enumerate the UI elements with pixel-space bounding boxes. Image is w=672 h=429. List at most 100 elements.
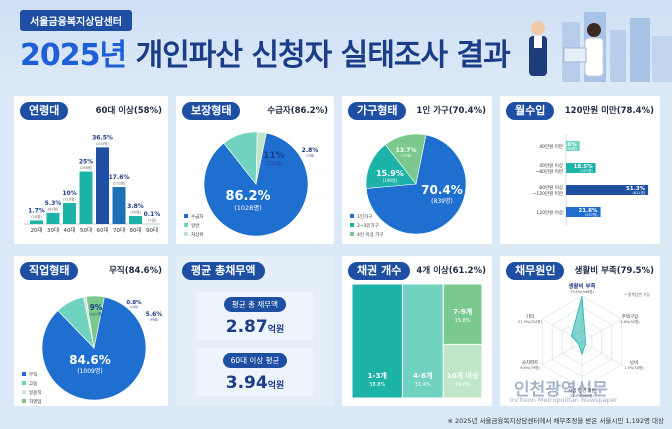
panel-creditors-note: 4개 이상(61.2%) xyxy=(416,266,486,276)
debt-60s-label: 60대 이상 평균 xyxy=(222,353,288,368)
age-bar xyxy=(46,212,60,224)
cause-axis xyxy=(542,341,583,366)
income-bar xyxy=(566,141,580,151)
title-year: 2025년 xyxy=(20,38,127,73)
guarantee-legend-label: 일반 xyxy=(191,222,199,229)
panel-income-title: 월수입 xyxy=(506,102,555,120)
cause-note: * 중복답변 가능 xyxy=(625,292,651,297)
cause-value-label: 6.6%(79명) xyxy=(520,365,540,370)
panel-household: 가구형태 1인 가구(70.4%) 70.4% (839명) 1인가구 15.9% (1… xyxy=(342,96,492,244)
age-bar xyxy=(30,220,43,224)
panel-creditors-title: 채권 개수 xyxy=(348,262,411,280)
job-count-label: (66명) xyxy=(150,317,159,322)
header-banner: 서울금융복지상담센터 2025년 개인파산 신청자 실태조사 결과 xyxy=(0,0,672,82)
guarantee-count-label: (131명) xyxy=(266,160,282,167)
age-value-label: 5.3% xyxy=(45,200,62,207)
income-category-label: 40만원 미만 xyxy=(539,143,563,150)
job-count-label: (10명) xyxy=(130,305,138,309)
job-value-label: 84.6% xyxy=(69,353,111,367)
job-legend-label: 자영업 xyxy=(29,398,41,405)
age-category-label: 30대 xyxy=(47,226,59,234)
income-bar xyxy=(566,207,601,217)
age-count-label: (210명) xyxy=(113,181,126,186)
household-legend-swatch xyxy=(350,214,354,218)
age-value-label: 1.7% xyxy=(28,207,45,214)
age-bar xyxy=(129,216,142,224)
age-count-label: (45명) xyxy=(130,210,141,215)
creditors-cell xyxy=(442,343,483,399)
cause-category-label: 기타 xyxy=(526,313,535,320)
household-legend-label: 2~3인가구 xyxy=(357,222,379,229)
center-badge: 서울금융복지상담센터 xyxy=(20,10,132,31)
income-category-label: 80만원 이상 xyxy=(539,184,563,191)
guarantee-legend-swatch xyxy=(184,214,188,218)
age-bar-chart: 1.7%(20명)20대5.3%(63명)30대10%(119명)40대25%(… xyxy=(24,134,161,234)
job-pie-chart: 84.6%(1009명) 무직 9%(107명) 고용 0.8%(10명) 일용직 5.6%… xyxy=(22,295,163,405)
age-category-label: 40대 xyxy=(63,226,75,234)
job-slice xyxy=(85,295,105,349)
job-legend-swatch xyxy=(22,372,26,376)
cause-value-label: 79.5%(948명) xyxy=(570,289,594,294)
income-category-label-2: ~120만원 미만 xyxy=(533,190,563,197)
panel-guarantee: 보장형태 수급자(86.2%) 86.2% (1028명) 수급자 11% (131명)… xyxy=(176,96,334,244)
guarantee-slice xyxy=(255,131,267,185)
age-value-label: 3.8% xyxy=(127,203,144,210)
guarantee-legend-label: 수급자 xyxy=(191,213,204,220)
cause-category-label: 사치파트 xyxy=(522,359,539,366)
income-value-label: 51.3% xyxy=(626,186,646,192)
panel-age-note: 60대 이상(58%) xyxy=(95,106,162,116)
creditors-category-label: 1-3개 xyxy=(368,371,387,380)
creditors-cell xyxy=(351,283,403,399)
age-bar xyxy=(63,203,76,224)
creditors-value-label: 14.0% xyxy=(455,382,471,388)
age-count-label: (298명) xyxy=(80,165,93,170)
panel-job-title: 직업형태 xyxy=(20,262,79,280)
income-count-label: (257명) xyxy=(585,212,598,217)
guarantee-value-label: 2.8% xyxy=(302,147,319,154)
age-category-label: 90대 xyxy=(146,226,158,234)
cause-category-label: 주택구입 xyxy=(622,313,639,320)
debt-avg-value: 2.87억원 xyxy=(225,317,285,337)
panel-debt-amount: 평균 총채무액 평균 총 채무액 2.87억원 60대 이상 평균 3.94억원 xyxy=(176,256,334,406)
cause-value-label: 1.5%(18명) xyxy=(624,365,644,370)
age-value-label: 25% xyxy=(79,159,93,166)
debt-avg-label: 평균 총 채무액 xyxy=(223,297,287,312)
age-value-label: 0.1% xyxy=(144,211,161,218)
age-count-label: (435명) xyxy=(96,141,109,146)
page-title: 2025년 개인파산 신청자 실태조사 결과 xyxy=(20,30,511,74)
title-text: 개인파산 신청자 실태조사 결과 xyxy=(135,38,511,73)
income-count-label: (611명) xyxy=(632,190,645,195)
job-value-label: 9% xyxy=(90,303,103,312)
household-value-label: 13.7% xyxy=(396,147,417,154)
income-category-label: 40만원 이상 xyxy=(539,162,563,169)
footnote: ※ 2025년 서울금융복지상담센터에서 채무조정을 받은 서울시민 1,192… xyxy=(447,417,664,425)
age-value-label: 17.6% xyxy=(109,174,130,181)
creditors-cell xyxy=(401,283,444,399)
debt-box-avg: 평균 총 채무액 2.87억원 xyxy=(196,292,314,340)
watermark-sub: Incheon Metropolitan Newspaper xyxy=(510,396,618,404)
panel-guarantee-note: 수급자(86.2%) xyxy=(267,106,328,116)
creditors-treemap: 1-3개 38.8% 4-6개 31.4% 7-9개 15.8% 10개 이상 14.0% xyxy=(351,283,483,399)
creditors-category-label: 7-9개 xyxy=(453,307,472,316)
job-value-label: 5.6% xyxy=(146,311,163,318)
panel-income-note: 120만원 미만(78.4%) xyxy=(564,106,654,116)
household-legend-label: 4인 이상 가구 xyxy=(357,231,383,238)
income-value-label: 21.6% xyxy=(578,208,598,214)
age-value-label: 36.5% xyxy=(92,134,113,141)
income-bar xyxy=(566,163,596,173)
age-category-label: 80대 xyxy=(129,226,141,234)
guarantee-value-label: 86.2% xyxy=(225,189,270,204)
panel-job: 직업형태 무직(84.6%) 84.6% (1009명) 무직 9% (107명) 고용 0… xyxy=(14,256,168,406)
household-count-label: (190명) xyxy=(383,177,398,183)
panel-household-title: 가구형태 xyxy=(348,102,407,120)
creditors-cell xyxy=(442,283,483,345)
cause-value-label: 21.3%(254명) xyxy=(518,319,542,324)
panel-household-note: 1인 가구(70.4%) xyxy=(416,106,486,116)
job-value-label: 0.8% xyxy=(126,300,142,306)
household-count-label: (163명) xyxy=(401,153,412,158)
cause-value-label: 4.6%(55명) xyxy=(620,319,640,324)
household-pie-chart: 70.4%(839명) 1인가구 15.9%(190명) 2~3인가구 13.7%(16… xyxy=(350,133,467,238)
panel-age: 연령대 60대 이상(58%) 1.7% (20명) 20대 5.3% (63명) 30대… xyxy=(14,96,168,244)
panel-cause: 채무원인 생활비 부족(79.5%) 생활비 부족 79.5%(948명) 주택구입… xyxy=(500,256,660,406)
